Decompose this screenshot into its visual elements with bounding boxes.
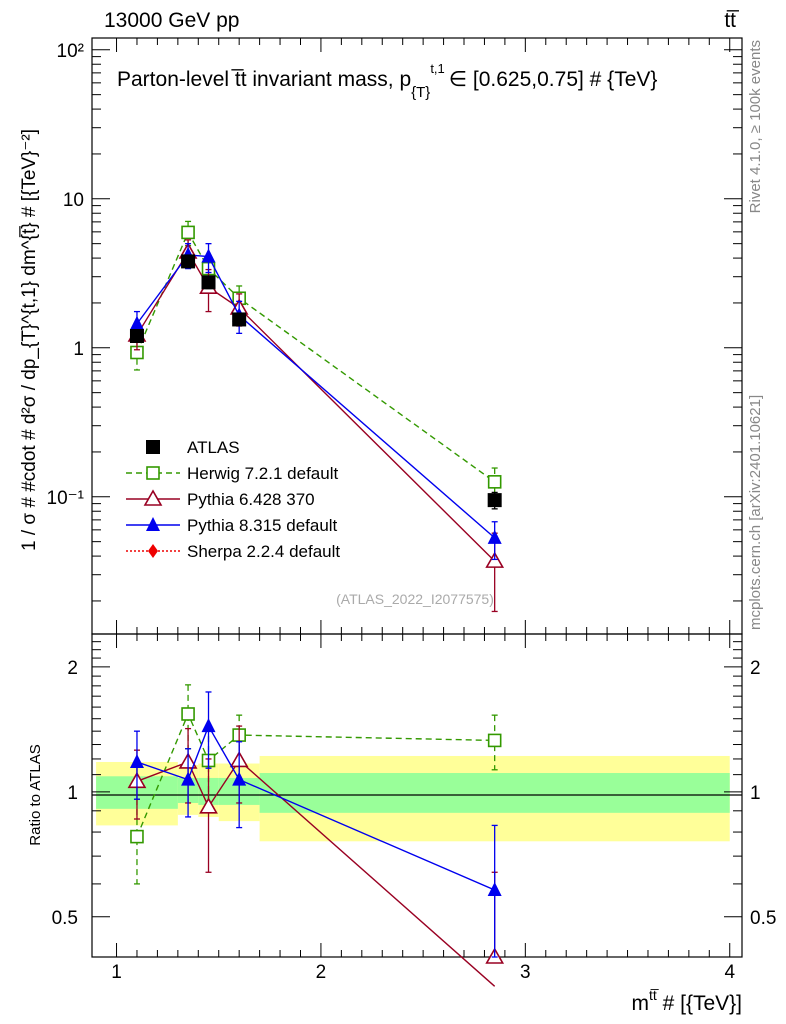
axis-ticks	[92, 38, 742, 958]
title-tail: ∈ [0.625,0.75] # {TeV}	[449, 68, 658, 91]
mcplots-label: mcplots.cern.ch [arXiv:2401.10621]	[747, 395, 764, 630]
legend-label-pythia-6-428-370: Pythia 6.428 370	[187, 490, 315, 509]
ratio-axis-label: Ratio to ATLAS	[27, 744, 44, 845]
pythia-8-315-default-point	[129, 315, 144, 330]
legend-marker-pythia-8-315-default	[146, 517, 160, 531]
pythia-6-428-370-line	[136, 250, 496, 562]
legend-label-atlas: ATLAS	[187, 438, 240, 457]
pythia-8-315-default-point	[201, 248, 216, 263]
ratio-series	[127, 684, 505, 987]
herwig-7-2-1-default-point	[181, 225, 195, 240]
legend-label-pythia-8-315-default: Pythia 8.315 default	[187, 516, 338, 535]
pythia-6-428-370-point	[485, 551, 505, 568]
legend-marker-pythia-6-428-370	[143, 489, 163, 506]
pythia-8-315-default-ratio-point	[129, 753, 144, 768]
axis-tick-labels: 1 2 3 4 10² 10 1 10⁻¹ 2 2 1 1 0.5 0.5	[47, 41, 777, 983]
atlas-point	[201, 275, 216, 290]
y-tick-label: 10⁻¹	[47, 488, 85, 509]
legend-label-sherpa-2-2-4-default: Sherpa 2.2.4 default	[187, 542, 340, 561]
plot-title: Parton-level t̅t invariant mass, p{T}t,1…	[117, 61, 657, 101]
x-tick-label: 3	[520, 962, 531, 983]
pythia-6-428-370-ratio-point	[199, 797, 218, 814]
ratio-tick-label-right: 1	[750, 783, 761, 804]
collision-label: 13000 GeV pp	[104, 9, 239, 32]
x-tick-label: 1	[111, 962, 122, 983]
herwig-7-2-1-default-point	[487, 475, 502, 489]
analysis-id: (ATLAS_2022_I2077575)	[336, 591, 494, 607]
title-superscript: t,1	[430, 61, 444, 76]
legend-label-herwig-7-2-1-default: Herwig 7.2.1 default	[187, 464, 338, 483]
herwig-7-2-1-default-ratio-point	[487, 733, 502, 748]
herwig-7-2-1-default-ratio-point	[130, 829, 144, 844]
x-tick-label: 2	[316, 962, 327, 983]
ratio-tick-label-right: 0.5	[750, 908, 776, 929]
legend: ATLAS Herwig 7.2.1 default Pythia 6.428 37…	[126, 438, 340, 561]
y-axis-label: 1 / σ # #cdot # d²σ / dp_{T}^{t,1} dm^{t…	[19, 129, 40, 551]
title-main: Parton-level t̅t invariant mass, p	[117, 68, 411, 91]
y-tick-label: 1	[73, 339, 84, 360]
herwig-7-2-1-default-ratio-point	[181, 707, 195, 721]
x-axis-label-tail: # [{TeV}]	[657, 992, 742, 1015]
ratio-tick-label: 1	[67, 783, 78, 804]
ratio-tick-label: 2	[67, 658, 78, 679]
ratio-tick-label: 0.5	[52, 908, 78, 929]
y-tick-label: 10²	[57, 41, 84, 62]
atlas-point	[129, 329, 144, 343]
x-axis-label-main: m	[631, 992, 649, 1015]
atlas-point	[232, 312, 247, 327]
process-label: tt̅	[724, 9, 740, 32]
x-axis-label-sup: tt̅	[649, 987, 660, 1003]
title-subscript: {T}	[411, 84, 430, 101]
x-tick-label: 4	[724, 962, 735, 983]
main-series	[127, 220, 505, 613]
rivet-label: Rivet 4.1.0, ≥ 100k events	[747, 40, 764, 213]
atlas-point	[181, 254, 196, 269]
legend-marker-atlas	[146, 440, 160, 454]
legend-marker-sherpa-2-2-4-default	[148, 544, 158, 558]
pythia-8-315-default-ratio-point	[232, 771, 247, 786]
pythia-8-315-default-ratio-point	[181, 771, 196, 786]
y-tick-label: 10	[63, 190, 84, 211]
band-green	[259, 773, 730, 813]
pythia-8-315-default-ratio-point	[201, 718, 216, 733]
pythia-8-315-default-point	[487, 529, 502, 544]
ratio-tick-label-right: 2	[750, 658, 761, 679]
atlas-point	[487, 493, 502, 508]
pythia-8-315-default-ratio-point	[487, 882, 502, 897]
legend-marker-herwig-7-2-1-default	[146, 466, 160, 480]
x-axis-label: mtt̅ # [{TeV}]	[631, 987, 742, 1015]
